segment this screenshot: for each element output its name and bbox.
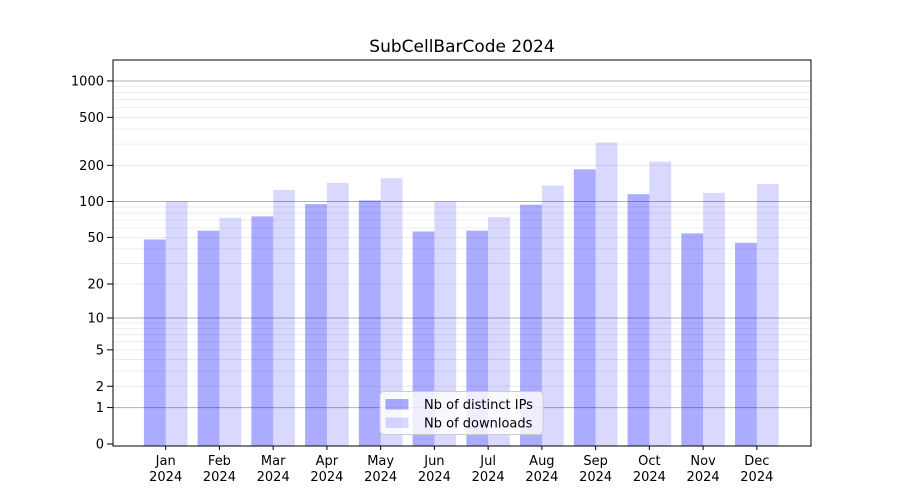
ytick-label-5: 5 (96, 343, 104, 358)
legend-swatch-distinct-ips (385, 399, 409, 410)
ytick-label-1000: 1000 (71, 74, 104, 89)
xtick-label-month-dec: Dec (744, 454, 769, 469)
xtick-label-month-apr: Apr (316, 454, 339, 469)
bar-nb-of-downloads-jun (434, 201, 457, 446)
xtick-label-month-jul: Jul (479, 454, 496, 469)
chart-title: SubCellBarCode 2024 (369, 37, 554, 57)
legend: Nb of distinct IPs Nb of downloads (379, 391, 544, 435)
bar-nb-of-distinct-ips-jan (143, 239, 166, 446)
ytick-label-2: 2 (96, 380, 104, 395)
bar-nb-of-distinct-ips-oct (627, 194, 650, 446)
axis-tick-labels: 01251020501002005001000Jan2024Feb2024Mar… (71, 74, 773, 485)
axis-ticks (107, 80, 758, 450)
ytick-label-1: 1 (96, 401, 104, 416)
xtick-label-month-may: May (367, 454, 394, 469)
bar-nb-of-distinct-ips-aug (520, 204, 542, 446)
legend-label-distinct-ips: Nb of distinct IPs (424, 398, 533, 413)
xtick-label-year-jun: 2024 (418, 470, 451, 485)
xtick-label-month-feb: Feb (208, 454, 231, 469)
xtick-label-month-jan: Jan (155, 454, 176, 469)
ytick-label-100: 100 (79, 195, 104, 210)
xtick-label-month-jun: Jun (423, 454, 444, 469)
bar-nb-of-downloads-sep (595, 142, 618, 447)
ytick-label-200: 200 (79, 159, 104, 174)
legend-box (379, 391, 544, 435)
bar-nb-of-downloads-feb (219, 217, 242, 446)
xtick-label-year-may: 2024 (364, 470, 397, 485)
legend-swatch-downloads (385, 417, 409, 428)
bar-nb-of-distinct-ips-may (358, 200, 381, 446)
xtick-label-year-dec: 2024 (740, 470, 773, 485)
bar-nb-of-distinct-ips-mar (251, 216, 274, 446)
xtick-label-year-oct: 2024 (633, 470, 666, 485)
bar-nb-of-distinct-ips-apr (305, 204, 327, 446)
ytick-label-500: 500 (79, 111, 104, 126)
ytick-label-10: 10 (87, 311, 104, 326)
bar-nb-of-distinct-ips-feb (197, 230, 220, 446)
xtick-label-year-feb: 2024 (203, 470, 236, 485)
bar-nb-of-distinct-ips-dec (735, 242, 757, 446)
bar-nb-of-downloads-jan (165, 201, 188, 446)
xtick-label-month-aug: Aug (529, 454, 554, 469)
xtick-label-year-apr: 2024 (310, 470, 343, 485)
ytick-label-20: 20 (87, 278, 104, 293)
xtick-label-month-oct: Oct (638, 454, 660, 469)
ytick-label-50: 50 (87, 231, 104, 246)
xtick-label-year-jul: 2024 (472, 470, 505, 485)
bar-nb-of-distinct-ips-nov (681, 233, 704, 446)
xtick-label-year-mar: 2024 (257, 470, 290, 485)
legend-label-downloads: Nb of downloads (424, 417, 533, 432)
xtick-label-month-nov: Nov (690, 454, 716, 469)
xtick-label-year-nov: 2024 (687, 470, 720, 485)
xtick-label-month-mar: Mar (261, 454, 286, 469)
ytick-label-0: 0 (96, 438, 104, 453)
bar-nb-of-downloads-apr (326, 182, 349, 446)
xtick-label-year-sep: 2024 (579, 470, 612, 485)
bar-nb-of-distinct-ips-sep (573, 169, 596, 447)
bar-nb-of-downloads-nov (703, 192, 725, 446)
plot-frame (112, 59, 812, 447)
bar-nb-of-downloads-dec (756, 183, 779, 446)
bar-nb-of-downloads-mar (273, 189, 295, 446)
bar-nb-of-downloads-oct (649, 161, 672, 446)
xtick-label-year-aug: 2024 (525, 470, 558, 485)
xtick-label-month-sep: Sep (583, 454, 608, 469)
bar-nb-of-downloads-may (380, 178, 403, 446)
bar-nb-of-downloads-aug (541, 185, 564, 446)
minor-gridlines (113, 86, 811, 387)
xtick-label-year-jan: 2024 (149, 470, 182, 485)
bar-nb-of-downloads-jul (488, 217, 510, 446)
